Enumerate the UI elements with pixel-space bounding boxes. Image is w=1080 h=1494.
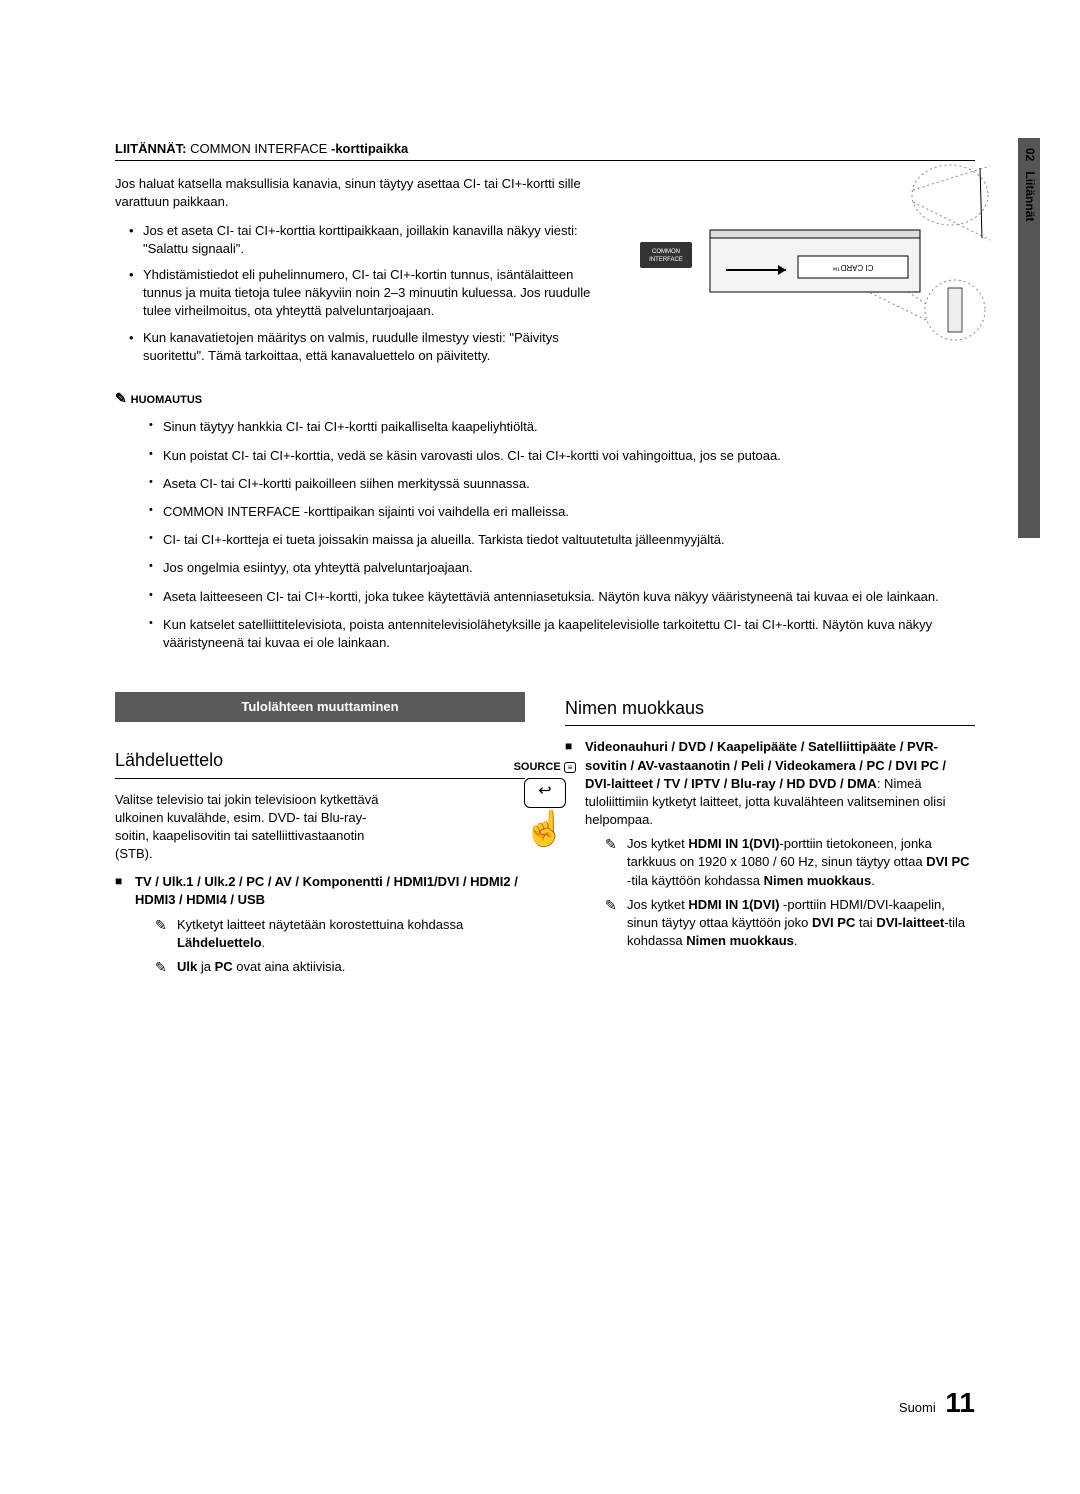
section-title: LIITÄNNÄT: COMMON INTERFACE -korttipaikk… xyxy=(115,140,975,161)
ci-card-label: CI CARD™ xyxy=(833,263,874,272)
footer-lang: Suomi xyxy=(899,1400,936,1415)
source-pencil-list: Kytketyt laitteet näytetään korostettuin… xyxy=(135,916,525,977)
editname-pencil-list: Jos kytket HDMI IN 1(DVI)-porttiin tieto… xyxy=(585,835,975,950)
title-prefix: LIITÄNNÄT: xyxy=(115,141,187,156)
note-item: COMMON INTERFACE -korttipaikan sijainti … xyxy=(149,503,975,521)
title-middle: COMMON INTERFACE xyxy=(190,141,327,156)
editname-list: Videonauhuri / DVD / Kaapelipääte / Sate… xyxy=(565,738,975,950)
note-item: Kun poistat CI- tai CI+-korttia, vedä se… xyxy=(149,447,975,465)
source-list-item: TV / Ulk.1 / Ulk.2 / PC / AV / Komponent… xyxy=(115,873,525,976)
note-item: Aseta laitteeseen CI- tai CI+-kortti, jo… xyxy=(149,588,975,606)
editname-list-item: Videonauhuri / DVD / Kaapelipääte / Sate… xyxy=(565,738,975,950)
source-note-2: Ulk ja PC ovat aina aktiivisia. xyxy=(155,958,525,976)
note-item: CI- tai CI+-kortteja ei tueta joissakin … xyxy=(149,531,975,549)
editname-note-1: Jos kytket HDMI IN 1(DVI)-porttiin tieto… xyxy=(605,835,975,890)
main-bullet-list: Jos et aseta CI- tai CI+-korttia korttip… xyxy=(115,222,605,365)
editname-note-2: Jos kytket HDMI IN 1(DVI) -porttiin HDMI… xyxy=(605,896,975,951)
note-list: Sinun täytyy hankkia CI- tai CI+-kortti … xyxy=(115,418,975,652)
note-item: Kun katselet satelliittitelevisiota, poi… xyxy=(149,616,975,652)
section-bar-source: Tulolähteen muuttaminen xyxy=(115,692,525,722)
remote-button-icon xyxy=(524,778,566,808)
intro-text: Jos haluat katsella maksullisia kanavia,… xyxy=(115,175,595,211)
note-item: Jos ongelmia esiintyy, ota yhteyttä palv… xyxy=(149,559,975,577)
note-item: Aseta CI- tai CI+-kortti paikoilleen sii… xyxy=(149,475,975,493)
connector-label-2: INTERFACE xyxy=(649,257,683,263)
right-column: Nimen muokkaus Videonauhuri / DVD / Kaap… xyxy=(565,692,975,984)
source-list-title: TV / Ulk.1 / Ulk.2 / PC / AV / Komponent… xyxy=(135,874,518,907)
note-item: Sinun täytyy hankkia CI- tai CI+-kortti … xyxy=(149,418,975,436)
ci-card-diagram: CI CARD™ COMMON INTERFACE xyxy=(610,160,990,350)
source-body: Valitse televisio tai jokin televisioon … xyxy=(115,791,385,864)
note-heading: HUOMAUTUS xyxy=(115,389,975,409)
source-note-1: Kytketyt laitteet näytetään korostettuin… xyxy=(155,916,525,952)
source-list: TV / Ulk.1 / Ulk.2 / PC / AV / Komponent… xyxy=(115,873,525,976)
footer-page-number: 11 xyxy=(945,1387,975,1418)
source-heading: Lähdeluettelo xyxy=(115,748,525,778)
title-suffix: -korttipaikka xyxy=(331,141,408,156)
editname-heading: Nimen muokkaus xyxy=(565,696,975,726)
main-bullet: Yhdistämistiedot eli puhelinnumero, CI- … xyxy=(129,266,605,321)
connector-label-1: COMMON xyxy=(652,249,680,255)
left-column: Tulolähteen muuttaminen Lähdeluettelo Va… xyxy=(115,692,525,984)
main-bullet: Jos et aseta CI- tai CI+-korttia korttip… xyxy=(129,222,605,258)
page-footer: Suomi 11 xyxy=(899,1383,975,1422)
main-bullet: Kun kanavatietojen määritys on valmis, r… xyxy=(129,329,605,365)
